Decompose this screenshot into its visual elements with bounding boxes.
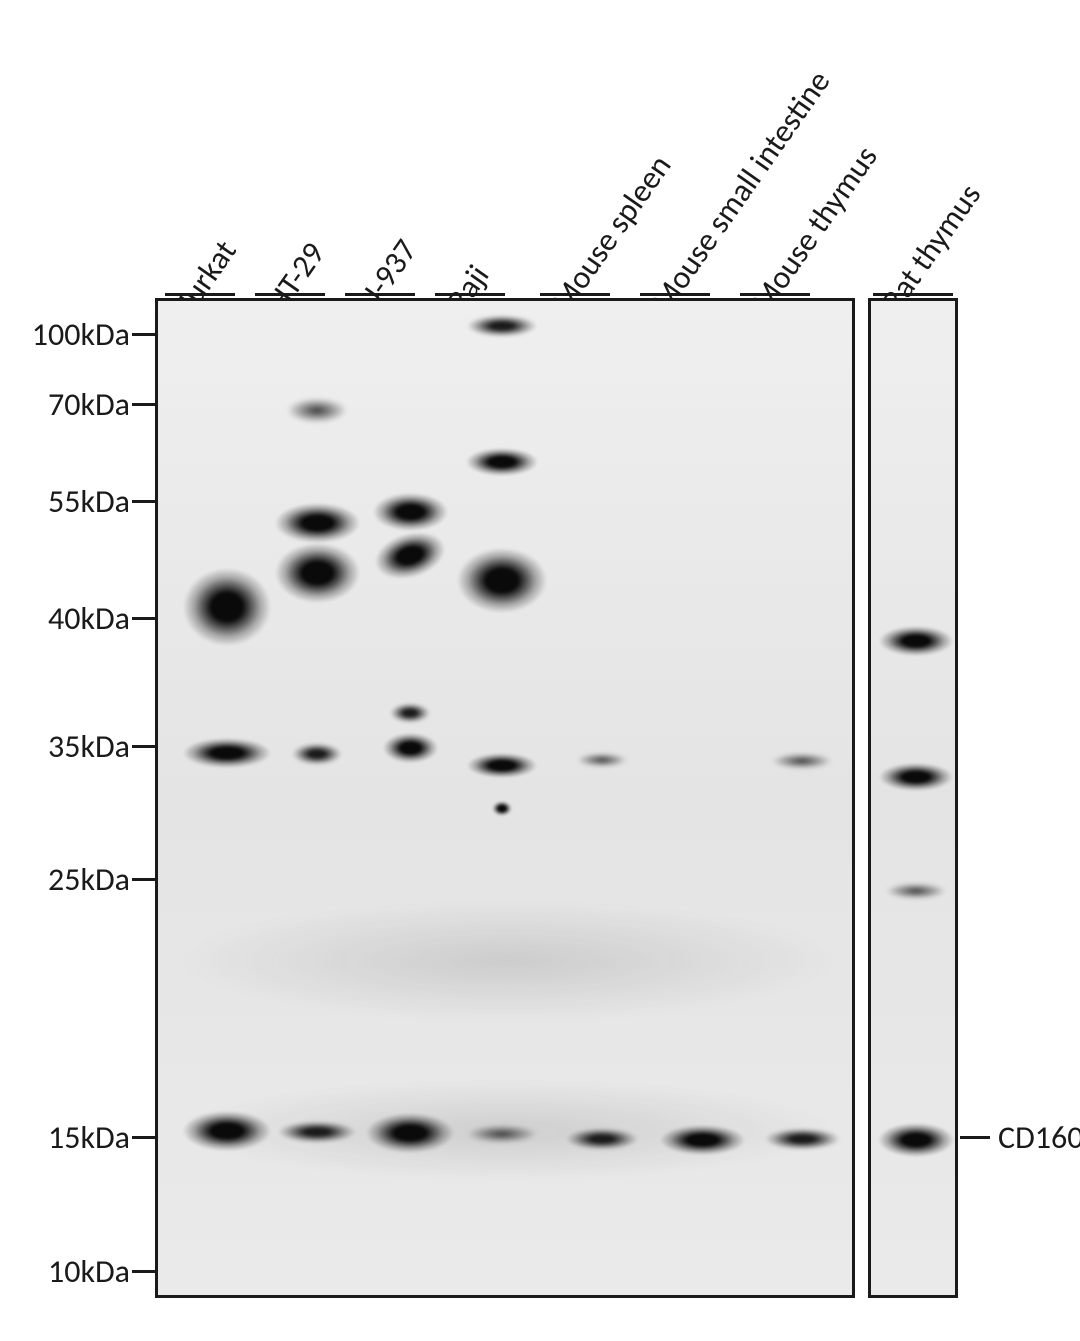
marker-label-40: 40kDa <box>48 599 130 638</box>
target-tick <box>960 1136 990 1139</box>
blot-band <box>287 398 347 423</box>
blot-band <box>878 1123 954 1157</box>
blot-panel-rat <box>868 298 958 1298</box>
blot-band <box>466 448 538 476</box>
blot-band <box>373 493 448 531</box>
marker-label-25: 25kDa <box>48 860 130 899</box>
marker-tick <box>132 500 155 503</box>
lane-underline <box>165 293 235 296</box>
blot-band <box>566 1128 638 1150</box>
blot-band <box>772 753 832 769</box>
marker-tick <box>132 1136 155 1139</box>
blot-band <box>660 1125 745 1155</box>
blot-band <box>886 883 946 899</box>
blot-band <box>292 743 342 765</box>
marker-tick <box>132 333 155 336</box>
lane-underline <box>873 293 953 296</box>
lane-underline <box>540 293 610 296</box>
blot-band <box>467 1125 537 1143</box>
blot-band <box>183 568 271 646</box>
marker-label-15: 15kDa <box>48 1118 130 1157</box>
lane-underline <box>740 293 810 296</box>
blot-band <box>457 548 547 613</box>
marker-label-55: 55kDa <box>48 482 130 521</box>
marker-label-35: 35kDa <box>48 727 130 766</box>
lane-underline <box>255 293 325 296</box>
target-label-cd160: CD160 <box>998 1118 1080 1157</box>
blot-band <box>879 763 953 791</box>
marker-tick <box>132 403 155 406</box>
blot-band <box>275 503 360 543</box>
lane-underline <box>640 293 710 296</box>
marker-label-100: 100kDa <box>32 315 130 354</box>
blot-band <box>383 733 438 763</box>
figure-container: Jurkat HT-29 U-937 Raji Mouse spleen Mou… <box>0 0 1080 1341</box>
blot-band <box>467 753 537 778</box>
blot-band <box>577 753 627 767</box>
marker-label-70: 70kDa <box>48 385 130 424</box>
marker-tick <box>132 617 155 620</box>
blot-band <box>765 1128 840 1150</box>
lane-underline <box>345 293 415 296</box>
marker-label-10: 10kDa <box>48 1252 130 1291</box>
blot-band <box>492 801 512 816</box>
blot-band <box>278 1121 356 1143</box>
marker-tick <box>132 1270 155 1273</box>
blot-band <box>275 543 360 603</box>
blot-band <box>390 703 430 723</box>
marker-tick <box>132 878 155 881</box>
marker-tick <box>132 745 155 748</box>
blot-band <box>467 315 537 337</box>
blot-band <box>183 738 271 768</box>
blot-band <box>183 1111 271 1151</box>
blot-smudge <box>178 901 838 1021</box>
blot-band <box>879 626 953 656</box>
lane-underline <box>435 293 505 296</box>
lane-label-5: Mouse small intestine <box>643 63 838 319</box>
blot-panel-main <box>155 298 855 1298</box>
blot-band <box>366 1113 454 1153</box>
